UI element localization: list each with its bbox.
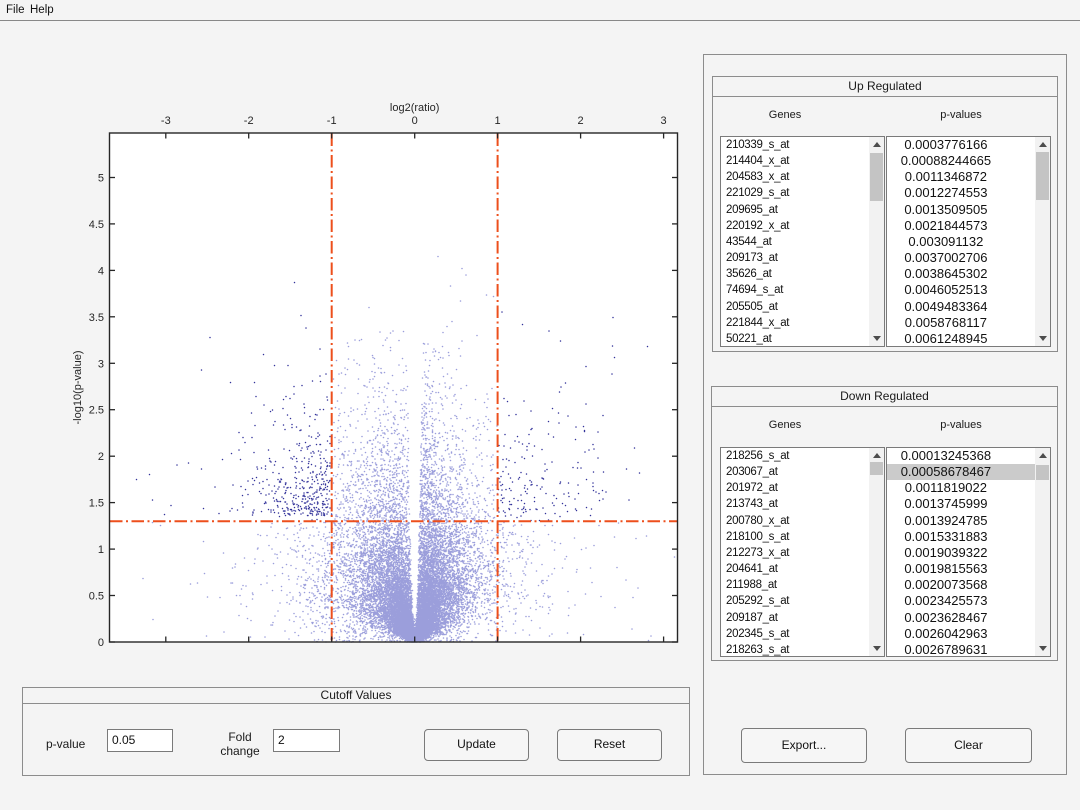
svg-text:1.5: 1.5 [89,498,104,510]
svg-text:3: 3 [661,115,667,127]
svg-text:-1: -1 [327,115,337,127]
svg-text:0: 0 [98,637,104,649]
svg-text:-3: -3 [161,115,171,127]
svg-text:1: 1 [495,115,501,127]
svg-text:3.5: 3.5 [89,312,104,324]
svg-text:2: 2 [578,115,584,127]
svg-text:2: 2 [98,451,104,463]
svg-text:1: 1 [98,544,104,556]
svg-text:4: 4 [98,265,104,277]
svg-text:log2(ratio): log2(ratio) [390,102,440,114]
svg-text:2.5: 2.5 [89,405,104,417]
svg-text:0.5: 0.5 [89,591,104,603]
svg-text:3: 3 [98,358,104,370]
svg-text:0: 0 [412,115,418,127]
svg-text:-2: -2 [244,115,254,127]
svg-text:-log10(p-value): -log10(p-value) [72,351,84,425]
svg-text:5: 5 [98,173,104,185]
svg-text:4.5: 4.5 [89,219,104,231]
